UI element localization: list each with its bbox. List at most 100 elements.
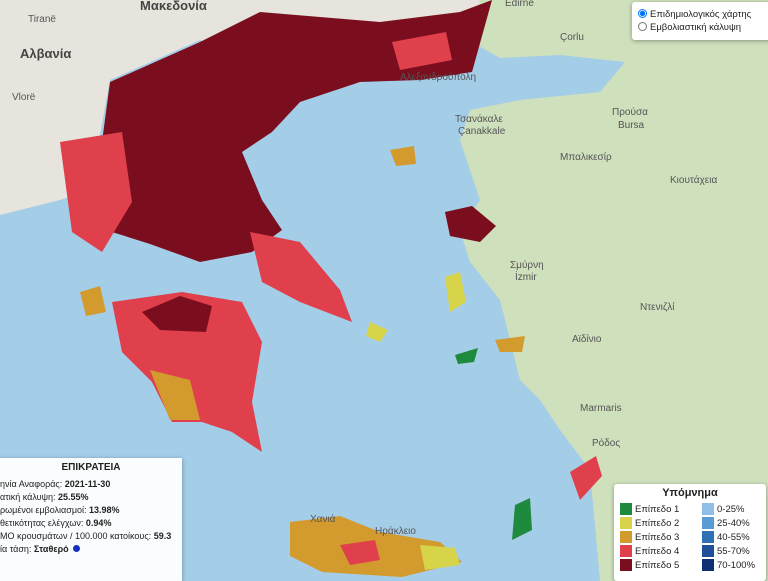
info-label: ρωμένοι εμβολιασμοί: (0, 505, 87, 515)
layer-switch: Επιδημιολογικός χάρτης Εμβολιαστική κάλυ… (632, 2, 768, 40)
legend-label: Επίπεδο 5 (635, 559, 680, 571)
map-label: Χανιά (310, 513, 336, 525)
map-label: Edirne (505, 0, 534, 9)
info-value: 13.98% (89, 505, 120, 515)
region-level5 (92, 0, 492, 262)
region-level4 (570, 456, 602, 500)
region-level1 (455, 348, 478, 364)
map-label: Bursa (618, 120, 645, 131)
region-level1 (512, 498, 532, 540)
legend-entry: 0-25% (696, 502, 755, 516)
option-label: Εμβολιαστική κάλυψη (650, 22, 742, 33)
map-label: Αλεξανδρούπολη (400, 71, 476, 83)
info-value: 59.3 (153, 531, 172, 541)
map-label: Αλβανία (20, 46, 71, 61)
legend-label: 55-70% (717, 545, 750, 557)
legend-label: Επίπεδο 3 (635, 531, 680, 543)
map-label: Çorlu (560, 32, 584, 43)
info-label: ΜΟ κρουσμάτων / 100.000 κατοίκους: (0, 531, 152, 541)
info-row: θετικότητας ελέγχων: 0.94% (0, 518, 182, 528)
region-level5 (142, 296, 212, 332)
legend-swatch (620, 517, 632, 529)
map-label: İzmir (515, 270, 537, 283)
info-value: 2021-11-30 (64, 479, 111, 489)
info-value: 0.94% (85, 518, 112, 528)
info-row: ατική κάλυψη: 25.55% (0, 492, 182, 502)
map-label: Ρόδος (592, 437, 620, 449)
info-label: ία τάση: (0, 544, 32, 554)
info-row: ΜΟ κρουσμάτων / 100.000 κατοίκους: 59.3 (0, 531, 182, 541)
legend-entry: 40-55% (696, 530, 755, 544)
region-level2 (445, 272, 466, 312)
legend-label: Επίπεδο 2 (635, 517, 680, 529)
legend-swatch (620, 503, 632, 515)
legend-label: 0-25% (717, 503, 745, 515)
legend-label: 40-55% (717, 531, 750, 543)
info-row: ρωμένοι εμβολιασμοί: 13.98% (0, 505, 182, 515)
map-label: Τσανάκαλε (455, 113, 503, 125)
map-label: Κιουτάχεια (670, 174, 717, 186)
legend-label: 25-40% (717, 517, 750, 529)
legend-swatch (620, 531, 632, 543)
info-value: 25.55% (58, 492, 89, 502)
map-label: Σμύρνη (510, 259, 544, 271)
legend-swatch (702, 545, 714, 557)
legend-swatch (620, 545, 632, 557)
legend-label: 70-100% (717, 559, 756, 571)
region-level2 (420, 545, 460, 570)
map-label: Marmaris (580, 403, 622, 414)
info-row: ία τάση: Σταθερό (0, 544, 182, 554)
legend-label: Επίπεδο 4 (635, 545, 680, 557)
info-label: ατική κάλυψη: (0, 492, 56, 502)
region-level5 (445, 206, 496, 242)
map-label: Ντενιζλί (640, 301, 675, 313)
info-label: θετικότητας ελέγχων: (0, 518, 84, 528)
radio[interactable] (638, 22, 647, 31)
region-level3 (495, 336, 525, 352)
map-label: Μπαλικεσίρ (560, 151, 612, 163)
region-level4 (60, 132, 132, 252)
map-label: Çanakkale (458, 126, 506, 137)
legend-entry: 55-70% (696, 544, 755, 558)
region-level3 (80, 286, 106, 316)
map-label: Προύσα (612, 106, 648, 118)
legend-entry: Επίπεδο 4 (614, 544, 679, 558)
region-level4 (112, 292, 262, 452)
legend-column: 0-25% 25-40% 40-55% 55-70% 70-100% (696, 502, 755, 572)
trend-dot (72, 545, 80, 552)
radio-option[interactable]: Εμβολιαστική κάλυψη (638, 22, 768, 33)
legend-swatch (702, 531, 714, 543)
legend-entry: Επίπεδο 1 (614, 502, 679, 516)
legend-column: Επίπεδο 1 Επίπεδο 2 Επίπεδο 3 Επίπεδο 4 Επίπ… (614, 502, 679, 572)
map-label: Ηράκλειο (375, 525, 416, 537)
region-level3 (390, 146, 416, 166)
map-label: Tiranë (28, 14, 56, 25)
legend-swatch (620, 559, 632, 571)
map-label: Vlorë (12, 92, 36, 103)
info-title: ΕΠΙΚΡΑΤΕΙΑ (61, 462, 121, 473)
radio-option[interactable]: Επιδημιολογικός χάρτης (638, 9, 768, 20)
map-label: Αϊδίνιο (572, 333, 602, 345)
legend-entry: Επίπεδο 5 (614, 558, 679, 572)
legend-swatch (702, 503, 714, 515)
legend-label: Επίπεδο 1 (635, 503, 680, 515)
legend-swatch (702, 559, 714, 571)
region-level4 (250, 232, 352, 322)
info-label: ηνία Αναφοράς: (0, 479, 63, 489)
region-level4 (392, 32, 452, 70)
region-level2 (366, 322, 388, 342)
region-level3 (150, 370, 200, 420)
legend: Υπόμνημα Επίπεδο 1 Επίπεδο 2 Επίπεδο 3 Επίπ… (614, 484, 766, 581)
map-label: Μακεδονία (140, 0, 207, 13)
info-value: Σταθερό (33, 544, 69, 554)
option-label: Επιδημιολογικός χάρτης (650, 9, 752, 20)
legend-entry: 70-100% (696, 558, 755, 572)
info-row: ηνία Αναφοράς: 2021-11-30 (0, 479, 182, 489)
legend-swatch (702, 517, 714, 529)
legend-entry: 25-40% (696, 516, 755, 530)
info-panel: ΕΠΙΚΡΑΤΕΙΑ ηνία Αναφοράς: 2021-11-30 ατικ… (0, 458, 182, 581)
legend-title: Υπόμνημα (662, 487, 718, 499)
land-turkey (460, 0, 768, 581)
radio[interactable] (638, 9, 647, 18)
